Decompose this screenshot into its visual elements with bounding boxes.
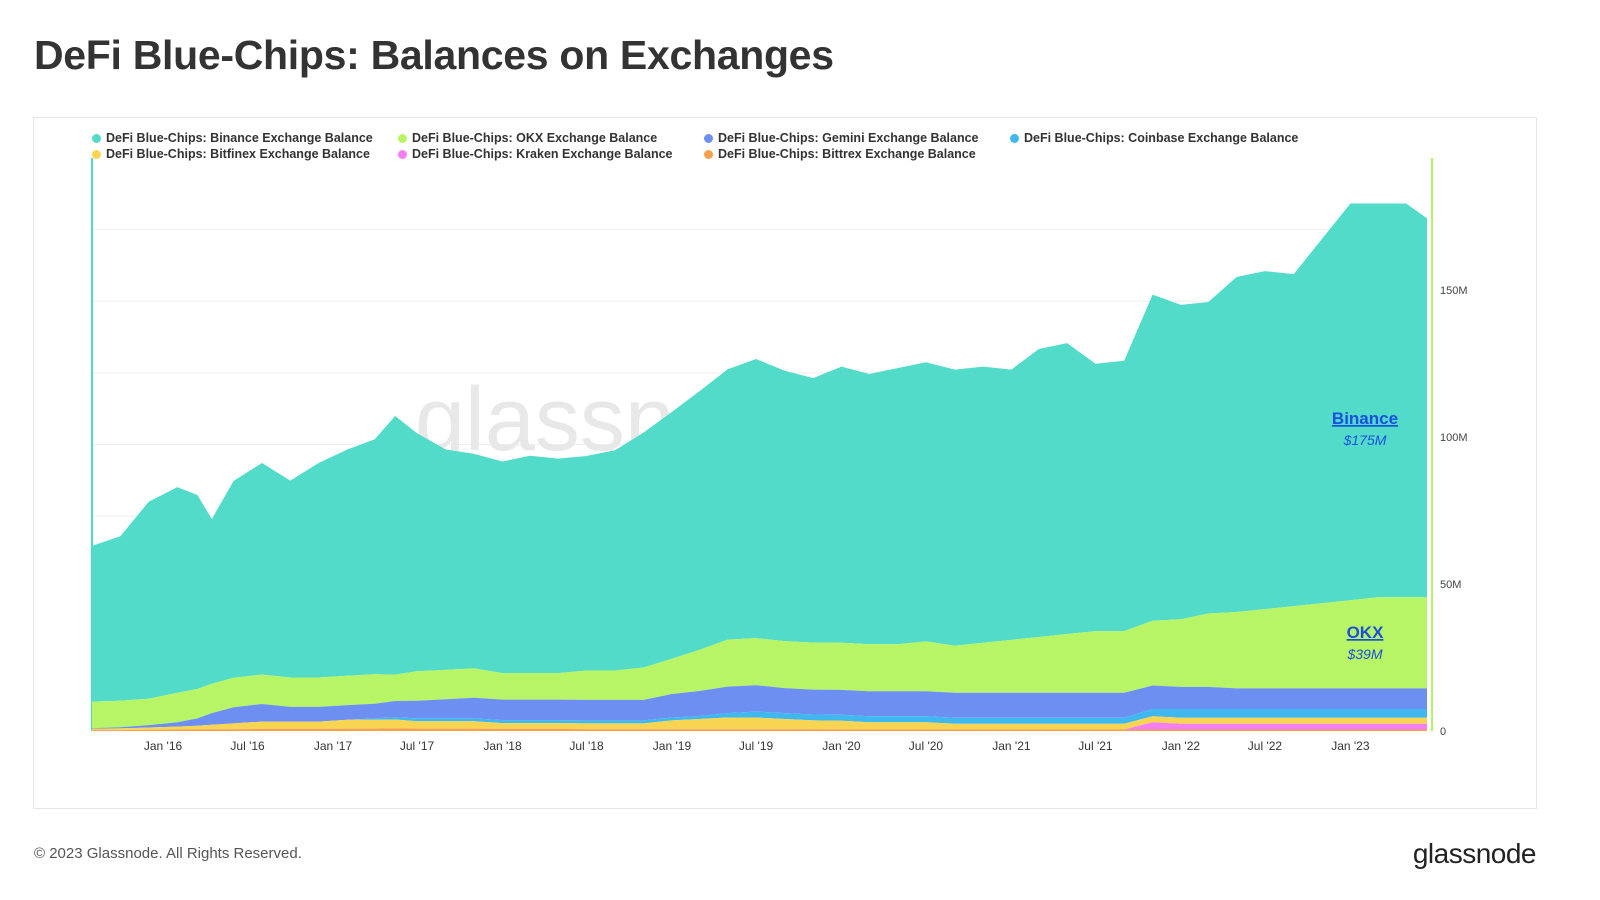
legend-item[interactable]: DeFi Blue-Chips: Binance Exchange Balanc…	[92, 131, 373, 145]
legend-label: DeFi Blue-Chips: Kraken Exchange Balance	[412, 147, 673, 161]
legend-marker	[398, 149, 407, 159]
legend-label: DeFi Blue-Chips: OKX Exchange Balance	[412, 131, 658, 145]
x-tick-label: Jul '18	[569, 739, 604, 753]
footer-copyright: © 2023 Glassnode. All Rights Reserved.	[34, 845, 302, 862]
x-tick-label: Jul '16	[230, 739, 265, 753]
y-tick-label: 0	[1440, 726, 1446, 738]
x-tick-label: Jul '21	[1078, 739, 1113, 753]
x-tick-label: Jan '16	[144, 739, 183, 753]
annotation-binance-value: $175M	[1343, 432, 1387, 448]
y-tick-label: 100M	[1440, 432, 1468, 444]
legend-item[interactable]: DeFi Blue-Chips: Bittrex Exchange Balanc…	[704, 147, 976, 161]
x-tick-label: Jan '21	[992, 739, 1031, 753]
legend-label: DeFi Blue-Chips: Coinbase Exchange Balan…	[1024, 131, 1299, 145]
legend-marker	[704, 149, 713, 159]
x-tick-label: Jan '20	[822, 739, 861, 753]
area-series-group	[92, 203, 1427, 731]
legend-label: DeFi Blue-Chips: Binance Exchange Balanc…	[106, 131, 373, 145]
area-series-gemini	[92, 685, 1427, 729]
page-title: DeFi Blue-Chips: Balances on Exchanges	[34, 32, 834, 78]
area-series-kraken	[92, 722, 1427, 731]
y-tick-label: 50M	[1440, 579, 1461, 591]
x-tick-label: Jan '19	[653, 739, 692, 753]
annotation-binance-label: Binance	[1332, 409, 1398, 428]
legend-marker	[398, 133, 407, 143]
x-tick-label: Jan '18	[483, 739, 522, 753]
y-tick-label: 150M	[1440, 285, 1468, 297]
legend-item[interactable]: DeFi Blue-Chips: OKX Exchange Balance	[398, 131, 657, 145]
legend-item[interactable]: DeFi Blue-Chips: Coinbase Exchange Balan…	[1010, 131, 1298, 145]
area-series-binance	[92, 203, 1427, 702]
brand-logo: glassnode	[1412, 838, 1537, 869]
x-tick-label: Jan '23	[1331, 739, 1370, 753]
x-tick-label: Jan '17	[314, 739, 353, 753]
legend-marker	[92, 149, 101, 159]
chart-legend: DeFi Blue-Chips: Binance Exchange Balanc…	[92, 131, 1412, 165]
legend-item[interactable]: DeFi Blue-Chips: Gemini Exchange Balance	[704, 131, 978, 145]
legend-item[interactable]: DeFi Blue-Chips: Bitfinex Exchange Balan…	[92, 147, 370, 161]
legend-marker	[704, 133, 713, 143]
legend-marker	[92, 133, 101, 143]
area-series-coinbase	[92, 709, 1427, 729]
annotation-okx-label: OKX	[1347, 623, 1385, 642]
legend-label: DeFi Blue-Chips: Gemini Exchange Balance	[718, 131, 979, 145]
legend-marker	[1010, 133, 1019, 143]
x-tick-label: Jul '20	[909, 739, 944, 753]
area-series-okx	[92, 597, 1427, 729]
area-series-bitfinex	[92, 716, 1427, 731]
legend-item[interactable]: DeFi Blue-Chips: Kraken Exchange Balance	[398, 147, 673, 161]
legend-label: DeFi Blue-Chips: Bitfinex Exchange Balan…	[106, 147, 370, 161]
x-tick-label: Jan '22	[1162, 739, 1201, 753]
legend-label: DeFi Blue-Chips: Bittrex Exchange Balanc…	[718, 147, 976, 161]
annotation-okx-value: $39M	[1346, 646, 1382, 662]
x-tick-label: Jul '22	[1248, 739, 1283, 753]
x-tick-label: Jul '17	[400, 739, 435, 753]
x-tick-label: Jul '19	[739, 739, 774, 753]
area-series-bittrex	[92, 728, 1427, 731]
